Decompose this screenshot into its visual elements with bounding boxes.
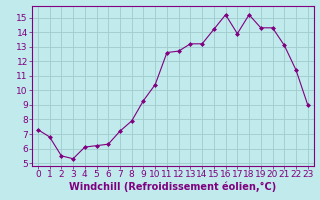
X-axis label: Windchill (Refroidissement éolien,°C): Windchill (Refroidissement éolien,°C) [69,182,276,192]
